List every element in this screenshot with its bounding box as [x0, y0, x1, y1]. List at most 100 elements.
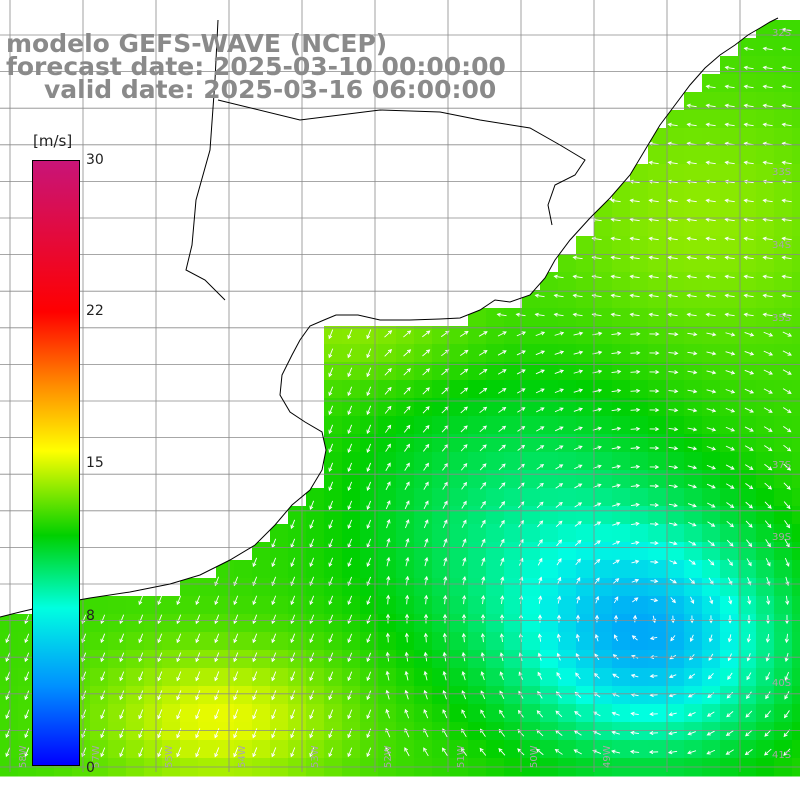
wind-arrow [366, 481, 372, 491]
wind-arrow [214, 709, 220, 720]
wind-arrow [781, 65, 792, 70]
wind-arrow [498, 444, 506, 452]
wind-arrow [765, 558, 771, 567]
wind-speed-cell [414, 452, 433, 471]
wind-arrow [443, 538, 448, 548]
wind-arrow [667, 122, 678, 127]
wind-speed-cell [738, 236, 757, 255]
wind-arrow [650, 598, 659, 603]
wind-speed-cell [738, 128, 757, 147]
wind-arrow [746, 539, 753, 548]
wind-speed-cell [414, 416, 433, 435]
wind-speed-cell [414, 740, 433, 759]
wind-speed-cell [144, 614, 163, 633]
wind-arrow [423, 708, 429, 719]
wind-arrow [705, 312, 716, 317]
wind-speed-cell [684, 326, 703, 345]
wind-arrow [214, 728, 220, 739]
wind-speed-cell [468, 596, 487, 615]
wind-speed-cell [612, 434, 631, 453]
wind-arrow [687, 370, 698, 375]
wind-speed-cell [108, 596, 127, 615]
wind-speed-cell [180, 704, 199, 723]
wind-arrow [328, 348, 334, 359]
wind-arrow [611, 369, 622, 374]
wind-speed-cell [756, 74, 775, 93]
wind-speed-cell [684, 110, 703, 129]
wind-speed-cell [666, 416, 685, 435]
wind-speed-cell [756, 488, 775, 507]
wind-arrow [271, 633, 277, 644]
wind-speed-cell [396, 596, 415, 615]
wind-arrow [724, 65, 735, 70]
wind-speed-cell [378, 596, 397, 615]
wind-arrow [744, 445, 754, 451]
wind-speed-cell [576, 362, 595, 381]
wind-speed-cell [666, 398, 685, 417]
wind-speed-cell [450, 344, 469, 363]
wind-arrow [630, 350, 641, 355]
wind-arrow [574, 521, 582, 527]
wind-speed-cell [738, 92, 757, 111]
wind-arrow [403, 424, 411, 433]
wind-speed-cell [720, 110, 739, 129]
wind-speed-cell [414, 488, 433, 507]
wind-arrow [366, 500, 372, 510]
wind-speed-cell [90, 596, 109, 615]
wind-speed-cell [792, 704, 800, 723]
wind-speed-cell [720, 236, 739, 255]
wind-arrow [385, 708, 390, 719]
wind-arrow [496, 312, 507, 317]
wind-arrow [784, 691, 790, 700]
wind-arrow [138, 671, 144, 682]
wind-speed-cell [414, 344, 433, 363]
wind-speed-cell [540, 650, 559, 669]
wind-speed-cell [630, 452, 649, 471]
wind-arrow [403, 387, 411, 395]
wind-speed-cell [702, 524, 721, 543]
wind-arrow [725, 332, 736, 337]
wind-speed-cell [450, 614, 469, 633]
wind-speed-cell [594, 272, 613, 291]
wind-arrow [309, 519, 315, 530]
wind-arrow [611, 464, 622, 469]
wind-speed-cell [738, 542, 757, 561]
wind-arrow [404, 613, 410, 624]
wind-arrow [688, 540, 697, 546]
wind-arrow [613, 614, 619, 623]
wind-arrow [157, 728, 163, 739]
wind-speed-cell [432, 362, 451, 381]
wind-speed-cell [540, 344, 559, 363]
wind-arrow [610, 255, 621, 260]
wind-arrow [727, 577, 733, 586]
wind-speed-cell [468, 416, 487, 435]
wind-arrow [632, 614, 638, 623]
wind-speed-cell [702, 290, 721, 309]
wind-speed-cell [252, 578, 271, 597]
wind-arrow [631, 521, 640, 526]
wind-arrow [537, 557, 543, 566]
wind-speed-cell [576, 704, 595, 723]
wind-speed-cell [486, 488, 505, 507]
wind-arrow [572, 293, 583, 298]
wind-speed-cell [504, 434, 523, 453]
wind-speed-cell [0, 686, 19, 705]
wind-arrow [480, 519, 486, 528]
wind-speed-cell [216, 704, 235, 723]
wind-speed-cell [234, 578, 253, 597]
wind-speed-cell [144, 722, 163, 741]
wind-arrow [252, 728, 258, 739]
wind-arrow [724, 198, 735, 203]
wind-speed-cell [792, 74, 800, 93]
wind-speed-cell [756, 524, 775, 543]
wind-arrow [328, 386, 334, 397]
wind-speed-cell [774, 92, 793, 111]
wind-speed-cell [648, 704, 667, 723]
wind-speed-cell [342, 362, 361, 381]
wind-speed-cell [540, 578, 559, 597]
wind-speed-cell [414, 578, 433, 597]
wind-speed-cell [486, 434, 505, 453]
wind-arrow [726, 539, 734, 547]
wind-arrow [743, 84, 754, 89]
wind-arrow [347, 633, 353, 644]
